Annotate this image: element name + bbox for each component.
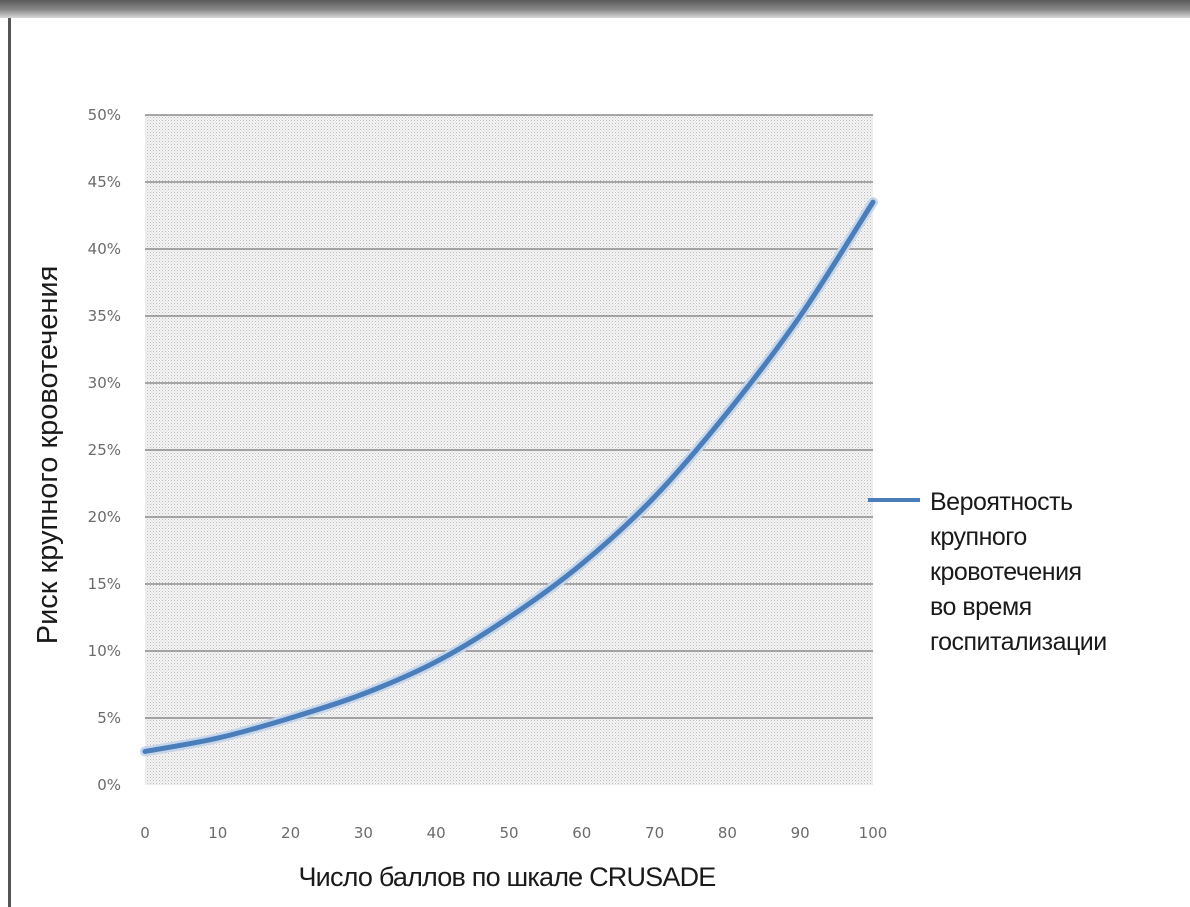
frame-top-bar [0,0,1190,18]
legend-line-4: во время [930,593,1032,621]
y-tick-label: 15% [88,575,121,593]
x-axis-ticks: 0 10 20 30 40 50 60 70 80 90 100 [140,824,887,842]
series-line [142,199,876,754]
x-tick-label: 60 [572,824,591,842]
y-tick-label: 45% [88,173,121,191]
x-tick-label: 70 [645,824,664,842]
x-axis-label: Число баллов по шкале CRUSADE [298,862,715,892]
x-tick-label: 40 [427,824,446,842]
x-tick-label: 100 [859,824,888,842]
gridlines [145,114,873,719]
y-tick-label: 0% [97,776,121,794]
legend-line-3: кровотечения [930,558,1082,586]
y-axis-ticks: 0% 5% 10% 15% 20% 25% 30% 35% 40% 45% 50% [88,106,121,794]
legend-line-2: крупного [930,523,1027,551]
y-tick-label: 5% [97,709,121,727]
y-tick-label: 10% [88,642,121,660]
y-axis-label: Риск крупного кровотечения [32,266,64,645]
y-tick-label: 50% [88,106,121,124]
x-tick-label: 0 [140,824,150,842]
frame-left-border [8,18,11,907]
y-tick-label: 35% [88,307,121,325]
legend-line-5: госпитализации [930,628,1107,656]
legend: Вероятность крупного кровотечения во вре… [868,488,1107,656]
x-tick-label: 50 [499,824,518,842]
x-tick-label: 30 [354,824,373,842]
x-tick-label: 10 [208,824,227,842]
legend-line-1: Вероятность [930,488,1073,516]
y-tick-label: 30% [88,374,121,392]
x-tick-label: 20 [281,824,300,842]
y-tick-label: 25% [88,441,121,459]
x-tick-label: 80 [718,824,737,842]
y-tick-label: 20% [88,508,121,526]
y-tick-label: 40% [88,240,121,258]
series-layer [140,197,878,757]
x-tick-label: 90 [791,824,810,842]
